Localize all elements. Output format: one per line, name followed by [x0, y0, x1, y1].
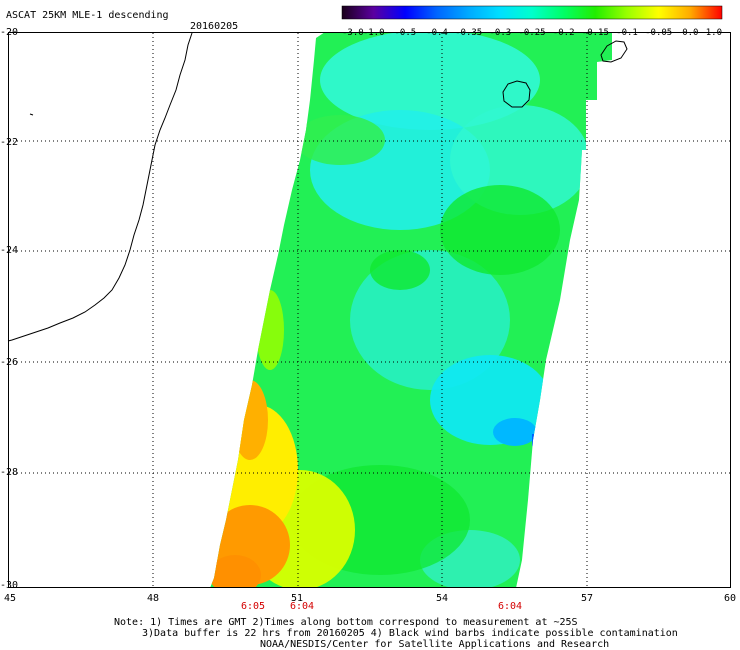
- x-tick-label: 51: [291, 593, 304, 604]
- colorbar-tick-label: -0.2: [553, 28, 575, 38]
- colorbar-tick-label: 1.0: [706, 28, 722, 38]
- pass-time-label: 6:04: [290, 601, 315, 612]
- y-tick-label: -26: [0, 357, 19, 368]
- x-tick-label: 48: [147, 593, 160, 604]
- footnote-line-2: 3)Data buffer is 22 hrs from 20160205 4)…: [142, 628, 678, 639]
- pass-time-label: 6:05: [241, 601, 266, 612]
- colorbar: -3.0 -1.0 -0.5 -0.4 -0.35 -0.3 -0.25 -0.2 -0.15-…: [341, 5, 723, 38]
- colorbar-tick-label: -0.4: [426, 28, 448, 38]
- colorbar-tick-label: -0.25: [518, 28, 545, 38]
- colorbar-tick-label: -0.15: [582, 28, 609, 38]
- y-tick-label: -24: [0, 245, 19, 256]
- plot-frame: [8, 32, 731, 588]
- colorbar-tick-label: -0.05: [645, 28, 672, 38]
- colorbar-tick-label: -0.5: [394, 28, 416, 38]
- footnote-line-3: NOAA/NESDIS/Center for Satellite Applica…: [260, 639, 610, 650]
- x-tick-label: 54: [436, 593, 449, 604]
- wind-swath: [210, 32, 612, 588]
- x-tick-label: 45: [4, 593, 17, 604]
- colorbar-tick-label: -1.0: [363, 28, 385, 38]
- x-tick-label: 57: [581, 593, 594, 604]
- pass-time-label: 6:04: [498, 601, 523, 612]
- colorbar-tick-label: -3.0: [342, 28, 364, 38]
- footnote-line-1: Note: 1) Times are GMT 2)Times along bot…: [114, 617, 578, 628]
- graticule: [9, 33, 730, 587]
- y-tick-label: -20: [0, 27, 19, 38]
- y-tick-label: -22: [0, 137, 19, 148]
- colorbar-tick-label: -0.1: [616, 28, 638, 38]
- colorbar-tick-label: -0.35: [455, 28, 482, 38]
- coastline: [7, 32, 628, 342]
- x-tick-label: 60: [724, 593, 737, 604]
- colorbar-gradient: [341, 5, 723, 20]
- colorbar-tick-label: -0.3: [489, 28, 511, 38]
- colorbar-tick-label: 0.0: [682, 28, 698, 38]
- map-date: 20160205: [190, 21, 239, 32]
- y-tick-label: -28: [0, 467, 19, 478]
- y-tick-label: -30: [0, 580, 19, 591]
- map-title: ASCAT 25KM MLE-1 descending: [6, 10, 169, 21]
